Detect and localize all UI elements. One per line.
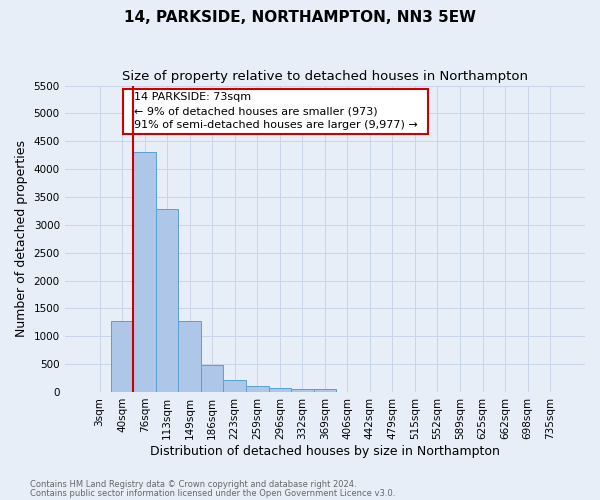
- Text: Contains HM Land Registry data © Crown copyright and database right 2024.: Contains HM Land Registry data © Crown c…: [30, 480, 356, 489]
- Bar: [314, 388, 336, 392]
- X-axis label: Distribution of detached houses by size in Northampton: Distribution of detached houses by size …: [150, 444, 500, 458]
- Y-axis label: Number of detached properties: Number of detached properties: [15, 140, 28, 338]
- Title: Size of property relative to detached houses in Northampton: Size of property relative to detached ho…: [122, 70, 528, 83]
- Text: Contains public sector information licensed under the Open Government Licence v3: Contains public sector information licen…: [30, 488, 395, 498]
- Bar: [291, 389, 314, 392]
- Bar: [223, 380, 246, 392]
- Bar: [201, 365, 223, 392]
- Bar: [133, 152, 156, 392]
- Text: 14 PARKSIDE: 73sqm
  ← 9% of detached houses are smaller (973)
  91% of semi-det: 14 PARKSIDE: 73sqm ← 9% of detached hous…: [127, 92, 424, 130]
- Bar: [156, 208, 178, 392]
- Bar: [178, 320, 201, 392]
- Bar: [246, 386, 269, 392]
- Bar: [269, 388, 291, 392]
- Bar: [111, 321, 133, 392]
- Text: 14, PARKSIDE, NORTHAMPTON, NN3 5EW: 14, PARKSIDE, NORTHAMPTON, NN3 5EW: [124, 10, 476, 25]
